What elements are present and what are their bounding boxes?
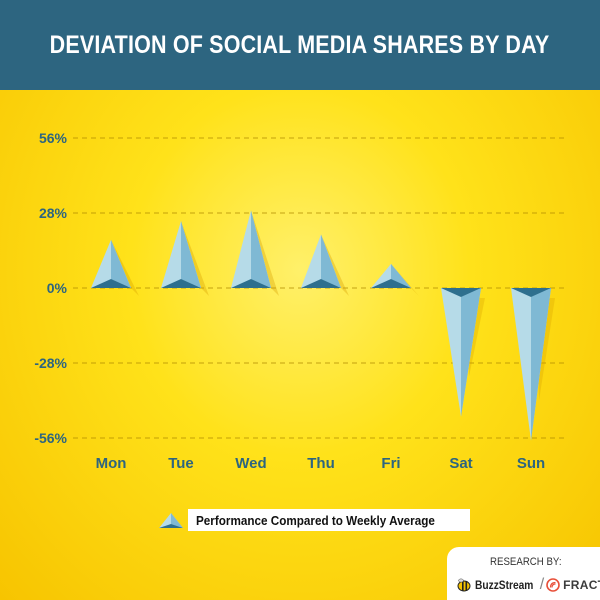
- y-tick-label: -28%: [34, 355, 67, 371]
- x-tick-label: Fri: [381, 455, 400, 472]
- bar-facet: [181, 221, 201, 288]
- bar-base: [371, 279, 411, 288]
- bar-base: [161, 279, 201, 288]
- header-banner: DEVIATION OF SOCIAL MEDIA SHARES BY DAY: [0, 0, 600, 90]
- bar-base: [231, 279, 271, 288]
- bar-facet: [461, 288, 481, 417]
- x-tick-label: Sat: [449, 455, 472, 472]
- x-tick-label: Wed: [235, 455, 266, 472]
- legend: Performance Compared to Weekly Average: [156, 509, 471, 531]
- bar-shadow: [251, 210, 279, 296]
- bar-base: [91, 279, 131, 288]
- y-tick-label: 0%: [47, 280, 68, 296]
- x-tick-label: Tue: [168, 455, 194, 472]
- y-tick-label: -56%: [34, 430, 67, 446]
- fractl-logo-text: FRACTL: [563, 578, 600, 592]
- bar-facet: [391, 263, 411, 288]
- bar-base: [511, 288, 551, 297]
- legend-box: Performance Compared to Weekly Average: [188, 509, 471, 531]
- bar-shadow: [111, 239, 139, 296]
- buzzstream-logo-text: BuzzStream: [475, 578, 534, 592]
- bar-facet: [251, 210, 271, 288]
- bar-shadow: [321, 234, 349, 296]
- credit-logos: BuzzStream / FRACTL: [456, 576, 600, 594]
- buzzstream-bee-icon: [457, 578, 471, 592]
- bar-shadow: [391, 263, 419, 296]
- bar-facet: [531, 288, 551, 441]
- y-tick-label: 56%: [39, 130, 68, 146]
- x-tick-label: Mon: [96, 455, 127, 472]
- legend-label: Performance Compared to Weekly Average: [196, 512, 435, 528]
- y-tick-label: 28%: [39, 205, 68, 221]
- bar-base: [441, 288, 481, 297]
- fractl-logo-icon: [546, 578, 560, 592]
- legend-spike-icon: [159, 513, 183, 528]
- credit-label: RESEARCH BY:: [490, 556, 562, 568]
- research-credit: RESEARCH BY: BuzzStream / FRACTL: [447, 547, 600, 600]
- bar-shadow: [181, 221, 209, 296]
- x-tick-label: Sun: [517, 455, 545, 472]
- bar-facet: [111, 239, 131, 288]
- x-tick-label: Thu: [307, 455, 335, 472]
- logo-separator: /: [539, 576, 545, 593]
- bar-base: [301, 279, 341, 288]
- chart-title: DEVIATION OF SOCIAL MEDIA SHARES BY DAY: [50, 30, 550, 59]
- bar-facet: [321, 234, 341, 288]
